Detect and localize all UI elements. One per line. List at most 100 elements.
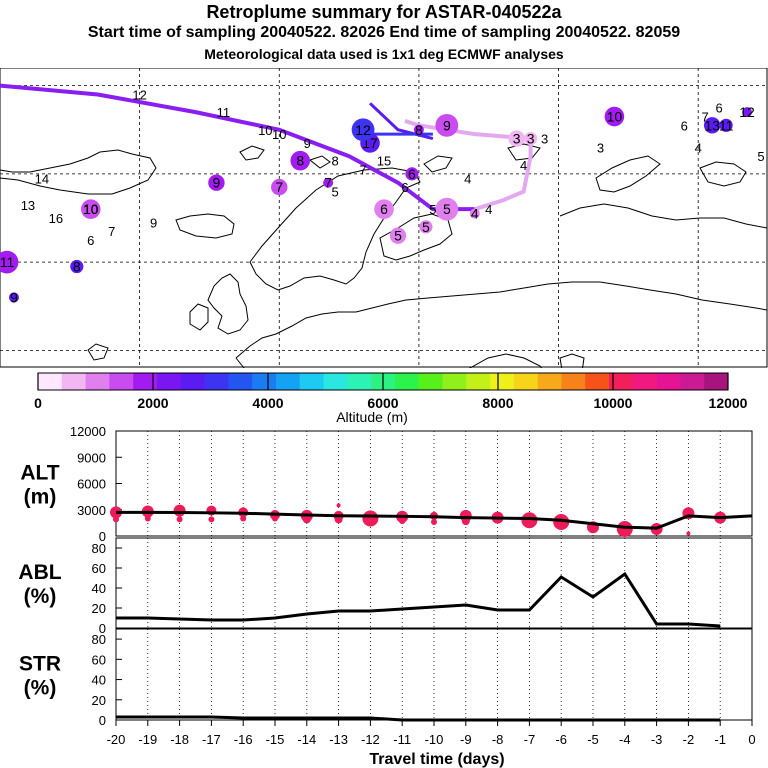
trajectory-light [404,119,533,212]
x-tick-label: -8 [492,732,504,747]
panel-unit: (%) [24,585,57,608]
panel-unit: (%) [24,677,57,700]
y-tick-label: 60 [92,561,106,576]
colorbar-cell [323,373,348,390]
map-marker-label: 9 [443,117,451,133]
map-marker-label: 8 [296,153,304,169]
colorbar-ticks: 0 2000 4000 6000 8000 10000 12000 [34,373,748,411]
colorbar-label: Altitude (m) [336,409,408,425]
colorbar-cell [204,373,229,390]
colorbar-cell [38,373,63,390]
x-tick-label: -19 [138,732,157,747]
x-tick-label: -9 [460,732,472,747]
map-marker [604,106,625,127]
map-marker [0,250,19,274]
y-tick-label: 20 [92,693,106,708]
map-label: 7 [359,162,366,177]
alt-dot [113,516,119,523]
map-marker-label: 8 [73,259,81,275]
map-marker [435,197,459,221]
coastlines [0,143,768,368]
map-label: 5 [332,185,339,200]
map-label: 4 [520,158,527,173]
colorbar-cell [252,373,277,390]
map-label: 6 [716,101,723,116]
map-marker [703,117,721,134]
panel-abl: 0 20 40 60 80 ABL(%) [18,537,753,636]
x-tick-label: -7 [524,732,536,747]
alt-dot [176,516,183,523]
map-label: 6 [87,233,94,248]
colorbar-cell [61,373,87,390]
colorbar-cell [656,373,681,390]
map-marker [70,259,84,274]
map-label: 7 [108,224,115,239]
map-label: 3 [597,140,604,155]
map-marker-label: 4 [471,206,479,222]
x-tick-label: -6 [555,732,567,747]
y-tick-label: 0 [99,529,106,544]
x-tick-label: -1 [714,732,726,747]
map-marker [742,107,753,118]
alt-dot [302,515,311,524]
map-label: 8 [332,154,339,169]
map-marker-label: 9 [213,175,221,191]
map-marker [290,150,311,171]
map-marker [8,292,19,303]
colorbar-cell [609,373,634,390]
map-marker [323,177,334,188]
colorbar-cell [490,373,515,390]
alt-dot [144,515,151,522]
alt-dot [521,512,538,529]
panel-frame [115,537,753,629]
colorbar-cell [299,373,325,390]
y-tick-label: 0 [99,621,106,636]
map-marker-label: 10 [83,201,99,217]
map-gridlines [0,68,768,368]
map-marker [413,124,424,135]
map-marker [271,178,288,196]
series-line [116,571,721,628]
colorbar-cell [680,373,705,390]
panel-alt: 0 3000 6000 9000 12000 ALT(m) [20,426,753,544]
map-marker-label: 11 [0,254,14,270]
map-marker-label: 5 [443,201,451,217]
y-tick-label: 6000 [77,477,106,492]
map-marker-label: 7 [324,175,332,191]
colorbar-cell [228,373,253,390]
colorbar-tick-label: 6000 [367,395,398,411]
map-marker-label: 6 [380,201,388,217]
map-marker [419,220,433,234]
colorbar-cell [394,373,420,390]
y-tick-label: 20 [92,601,106,616]
x-tick-label: -13 [329,732,348,747]
colorbar-cell [442,373,467,390]
colorbar-cell [585,373,610,390]
colorbar-tick-label: 8000 [482,395,513,411]
map-marker-label: 5 [422,219,430,235]
map-marker-label: 3 [513,131,521,147]
colorbar-cell [275,373,301,390]
trajectory-main [0,83,475,212]
colorbar-cell [347,373,372,390]
colorbar-cell [418,373,443,390]
colorbar-cell [561,373,586,390]
colorbar-cell [133,373,158,390]
y-tick-label: 0 [99,713,106,728]
x-tick-label: -10 [425,732,444,747]
x-tick-label: -18 [170,732,189,747]
map-marker-label: 9 [10,289,18,305]
map-label: 10 [84,202,98,217]
map-label: 4 [464,171,471,186]
map-marker-label: 11 [719,117,734,133]
map-label: 16 [49,211,63,226]
alt-dot [362,510,379,527]
map-label: 3 [541,132,548,147]
alt-dot [208,516,215,523]
sampling-time-line: Start time of sampling 20040522. 82026 E… [87,24,681,41]
y-tick-label: 3000 [77,503,106,518]
x-axis-label: Travel time (days) [369,751,504,768]
colorbar-cell [632,373,658,390]
